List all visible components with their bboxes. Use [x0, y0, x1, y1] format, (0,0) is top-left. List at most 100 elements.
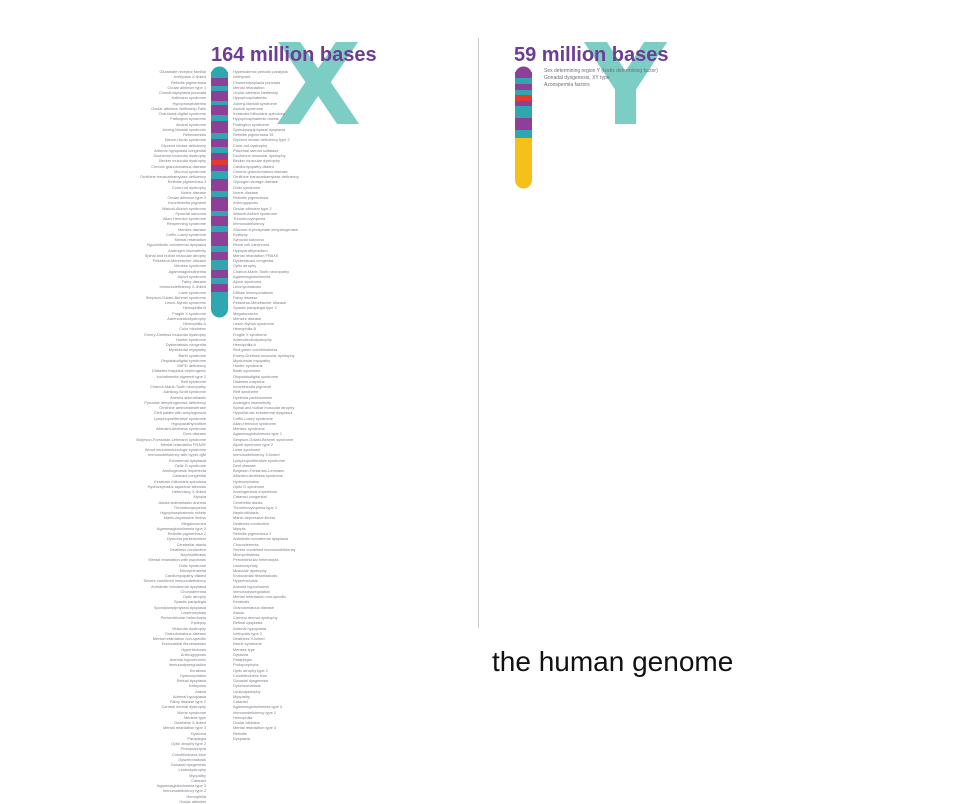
gene-label: Hydrocephalus [180, 672, 206, 678]
gene-label: Ataxia [195, 688, 206, 694]
gene-label: Thrombocytopenia type 2 [233, 504, 277, 510]
gene-label: Muscular dystrophy [172, 625, 206, 631]
x-chromosome-band [211, 260, 228, 270]
gene-label: Barth syndrome [178, 352, 206, 358]
x-chromosome-band [211, 86, 228, 91]
gene-label: Anhidrotic ectodermal dysplasia [151, 583, 206, 589]
gene-label: Renal cell carcinoma [233, 242, 270, 248]
gene-label: Endocardial fibroelastosis [161, 641, 206, 647]
gene-label: Opitz G syndrome [174, 462, 206, 468]
gene-label: Anemia hypochromic [169, 657, 206, 662]
gene-label: Mental retardation non-specific [233, 594, 287, 599]
gene-label: Mental retardation FRAXE [233, 252, 279, 258]
gene-label: Retinal dysplasia [233, 620, 263, 626]
gene-label: Hemophilia A [183, 321, 206, 326]
gene-label: Cataract congenital [172, 473, 206, 479]
gene-label: Aarskog-Scott syndrome [163, 389, 206, 395]
gene-label: Duchenne muscular dystrophy [233, 153, 286, 158]
gene-label: Ornithine transcarbamylase deficiency [140, 174, 206, 179]
gene-label: Cerebellar ataxia [176, 541, 206, 547]
x-chromosome-band [211, 160, 228, 165]
gene-label: Immunodysregulation [168, 662, 206, 668]
gene-label: Alport syndrome [177, 273, 206, 279]
gene-label: Thrombocytopenia [173, 504, 206, 510]
gene-label: Arthrogryposis [233, 200, 259, 206]
gene-label: Keratosis follicularis spinulosa [154, 478, 206, 484]
gene-label: Spastic paraplegia [173, 599, 206, 605]
gene-label: Cleft palate with ankyloglossia [153, 410, 206, 416]
gene-label: Ectodermal dysplasia [169, 457, 206, 463]
gene-label: G6PD deficiency [177, 363, 206, 368]
gene-label: Chondrodysplasia punctata [233, 79, 281, 85]
gene-label: Placental steroid sulfatase [233, 147, 279, 153]
gene-label: Fabry disease [233, 294, 258, 300]
x-base-count: 164 million bases [211, 44, 377, 66]
gene-label: Epilepsy [233, 231, 248, 237]
x-letter: X [275, 21, 362, 151]
gene-label: Megalocornea [233, 310, 258, 316]
gene-label: Myotubular myopathy [233, 357, 271, 363]
gene-label: Mental retardation [174, 237, 206, 242]
gene-label: Granulomatous disease [164, 630, 206, 636]
gene-label: Dent disease [233, 462, 256, 468]
gene-label: Dyskeratosis congenita [233, 258, 274, 263]
gene-label: Hemophilia A [233, 342, 256, 347]
x-chromosome-band [211, 72, 228, 78]
gene-label: Juberg-Marsidi syndrome [233, 100, 277, 106]
gene-label: Lesch-Nyhan syndrome [164, 300, 206, 305]
gene-label: Spondyloepiphyseal dysplasia [153, 604, 206, 610]
gene-label: Gonadal dysgenesis [233, 678, 269, 683]
gene-label: Dyskeratosis congenita [165, 342, 206, 347]
gene-label: Partington syndrome [233, 121, 269, 127]
gene-label: Cone-rod dystrophy [233, 142, 268, 148]
gene-label: Barth syndrome [233, 368, 261, 374]
gene-label: Spastic paraplegia type 2 [233, 305, 277, 311]
gene-label: Granulomatous disease [233, 604, 275, 610]
gene-label: Optic atrophy type 2 [233, 667, 268, 673]
x-chromosome-band [211, 139, 228, 147]
x-chromosome-band [211, 121, 228, 133]
gene-label: Diabetes insipidus nephrogenic [151, 368, 206, 374]
gene-label: Menkes syndrome [233, 426, 265, 431]
gene-label: Hemophilia B [182, 305, 206, 311]
x-chromosome-band [211, 270, 228, 278]
gene-label: Nance-Horan syndrome [164, 137, 206, 143]
gene-label: Hypohidrotic ectodermal dysplasia [233, 410, 293, 416]
gene-label: Synovial sarcoma [233, 237, 264, 242]
x-chromosome-band [211, 153, 228, 160]
gene-label: Hypertrichosis [233, 578, 258, 584]
gene-label: Simpson-Golabi-Behmel syndrome [233, 436, 294, 442]
gene-label: Corneal dermal dystrophy [161, 704, 206, 710]
x-chromosome-band [211, 165, 228, 171]
gene-label: Cerebellar ataxia [233, 499, 263, 505]
x-chromosome-band [211, 105, 228, 115]
y-base-count: 59 million bases [514, 44, 669, 66]
gene-label: Choroideremia [233, 541, 259, 547]
gene-label: Epilepsy [191, 620, 206, 626]
gene-label: McLeod syndrome [173, 168, 206, 174]
gene-label: Aicardi syndrome [175, 121, 206, 127]
gene-label: Optic atrophy [233, 263, 257, 269]
gene-label: Nephrolithiasis [233, 510, 259, 515]
gene-label: Ornithine aminotransferase [159, 405, 206, 410]
gene-label: Arthrogryposis [180, 651, 206, 657]
gene-label: Pelizaeus-Merzbacher disease [152, 258, 206, 263]
gene-label: Synovial sarcoma [175, 210, 206, 216]
gene-label: Goltz syndrome [178, 562, 206, 568]
gene-label: Spondyloepiphyseal dysplasia [233, 126, 286, 132]
gene-label: Norrie disease [180, 189, 206, 195]
gene-label: Androgen insensitivity [233, 399, 271, 405]
gene-label: Pelizaeus-Merzbacher disease [233, 300, 287, 305]
gene-label: Agammaglobulinemia type 2 [156, 525, 206, 531]
y-chromosome-band [515, 90, 532, 95]
gene-label: Dent disease [183, 431, 206, 437]
x-chromosome-band [211, 191, 228, 197]
gene-label: Mental retardation FRAXE [160, 441, 206, 447]
gene-label: Keratosis follicularis spinulosa [233, 111, 285, 116]
gene-label: Periventricular heterotopia [233, 557, 279, 563]
gene-label: Ichthyosis X-linked [173, 74, 206, 80]
chromosome-figure [211, 66, 532, 318]
gene-label: Amelogenesis imperfecta [233, 489, 277, 494]
gene-label: Opitz G syndrome [233, 483, 265, 489]
gene-label: Fragile X syndrome [172, 310, 206, 316]
